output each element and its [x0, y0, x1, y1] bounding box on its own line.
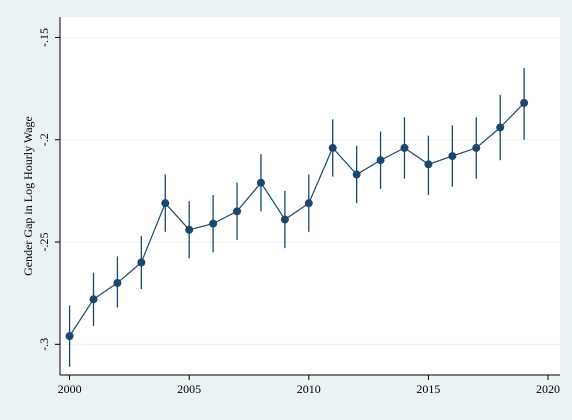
y-axis-title: Gender Gap in Log Hourly Wage	[21, 116, 35, 276]
data-point	[472, 143, 481, 152]
plot-area	[60, 17, 560, 375]
data-point	[520, 98, 529, 107]
data-point	[113, 278, 122, 287]
data-point	[89, 295, 98, 304]
data-points	[65, 98, 529, 341]
data-point	[400, 143, 409, 152]
x-tick-label: 2015	[416, 382, 440, 396]
x-tick-label: 2010	[297, 382, 321, 396]
y-tick-label: -.25	[37, 233, 51, 252]
y-tick-label: -.3	[37, 338, 51, 351]
data-point	[448, 152, 457, 161]
data-point	[328, 143, 337, 152]
data-point	[496, 123, 505, 132]
data-point	[137, 258, 146, 267]
y-tick-label: -.15	[37, 28, 51, 47]
ticks: -.3 -.25 -.2 -.15 2000 2005 2010 2015 2020	[37, 28, 560, 396]
data-point	[233, 207, 242, 216]
data-point	[376, 156, 385, 165]
series-line	[69, 102, 525, 337]
data-point	[209, 219, 218, 228]
data-point	[161, 199, 170, 208]
axes	[59, 17, 560, 376]
data-point	[185, 225, 194, 234]
y-tick-label: -.2	[37, 133, 51, 146]
x-tick-label: 2000	[58, 382, 82, 396]
data-point	[304, 199, 313, 208]
series-path	[69, 102, 525, 337]
x-tick-label: 2005	[177, 382, 201, 396]
data-point	[280, 215, 289, 224]
data-point	[65, 332, 74, 341]
data-point	[424, 160, 433, 169]
grid-lines	[60, 36, 560, 345]
x-tick-label: 2020	[536, 382, 560, 396]
data-point	[352, 170, 361, 179]
data-point	[256, 178, 265, 187]
